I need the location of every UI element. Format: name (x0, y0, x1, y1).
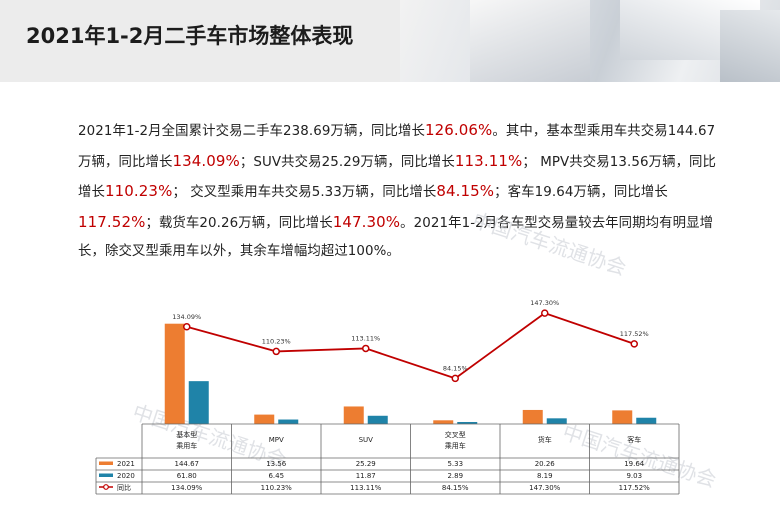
bar-2020 (636, 417, 657, 424)
yoy-line (186, 312, 635, 380)
category-label: 客车 (627, 435, 641, 444)
yoy-data-label: 113.11% (351, 334, 380, 342)
table-cell: 8.19 (537, 472, 553, 480)
legend-label: 2020 (117, 472, 135, 480)
paragraph-text: 。其中，基本型乘用车共交易144.67万辆，同比增长 (78, 124, 716, 170)
yoy-data-label: 117.52% (620, 330, 649, 338)
highlight-value: 84.15% (436, 182, 495, 200)
bar-2020 (546, 418, 567, 424)
table-cell: 19.64 (624, 460, 645, 468)
table-cell: 25.29 (356, 460, 376, 468)
bar-2021 (164, 323, 185, 424)
bar-2021 (433, 420, 454, 424)
category-label: 基本型乘用车 (176, 430, 197, 450)
category-label-line: 乘用车 (176, 441, 197, 450)
header-banner (0, 0, 780, 82)
category-label-line: 乘用车 (445, 441, 466, 450)
header-decoration (400, 0, 780, 82)
table-cell: 147.30% (529, 484, 560, 492)
table-cell: 117.52% (619, 484, 650, 492)
table-cell: 84.15% (442, 484, 469, 492)
category-label-line: 客车 (627, 435, 641, 444)
page-title: 2021年1-2月二手车市场整体表现 (26, 24, 354, 48)
bar-2020 (188, 381, 209, 424)
bar-2021 (343, 406, 364, 424)
bar-2021 (254, 414, 275, 424)
paragraph-text: ；载货车20.26万辆，同比增长 (145, 215, 333, 231)
paragraph-text: ； MPV共交易13.56万辆，同比增长 (78, 154, 717, 201)
category-label: SUV (359, 436, 374, 444)
paragraph-text: 。2021年1-2月各车型交易量较去年同期均有明显增长，除交叉型乘用车以外，其余… (78, 215, 714, 260)
yoy-point (183, 323, 191, 331)
highlight-value: 147.30% (332, 212, 401, 231)
bar-2021 (612, 410, 633, 424)
legend-label: 2021 (117, 460, 135, 468)
highlight-value: 126.06% (424, 121, 493, 139)
chart: 134.09% 110.23% 113.11% 84.15% 147.30% 117.52… (95, 300, 680, 495)
table-cell: 9.03 (626, 472, 642, 480)
bar-2020 (367, 415, 388, 424)
highlight-value: 110.23% (104, 182, 173, 200)
table-cell: 6.45 (268, 472, 284, 480)
category-label: 货车 (538, 435, 552, 444)
bar-2020 (457, 421, 478, 424)
yoy-data-label: 84.15% (443, 364, 468, 372)
paragraph-text: 2021年1-2月全国累计交易二手车238.69万辆，同比增长 (78, 124, 425, 139)
category-label: 交叉型乘用车 (445, 430, 466, 450)
yoy-data-label: 110.23% (262, 337, 291, 345)
yoy-data-label: 147.30% (530, 300, 559, 307)
highlight-value: 113.11% (454, 151, 523, 170)
legend-key-2020 (99, 473, 113, 477)
category-label-line: 交叉型 (445, 430, 466, 439)
table-cell: 134.09% (171, 484, 202, 492)
legend-key-marker (103, 484, 109, 490)
paragraph-text: ；SUV共交易25.29万辆，同比增长 (239, 154, 455, 170)
category-label-line: 基本型 (176, 430, 197, 439)
table-cell: 2.89 (447, 472, 463, 480)
yoy-data-label: 134.09% (172, 313, 201, 321)
category-label-line: MPV (269, 436, 284, 444)
paragraph-text: ；客车19.64万辆，同比增长 (494, 185, 668, 200)
yoy-point (630, 340, 638, 348)
legend-label: 同比 (117, 483, 131, 492)
table-cell: 113.11% (350, 484, 381, 492)
table-cell: 13.56 (266, 460, 287, 468)
highlight-value: 117.52% (78, 212, 146, 231)
paragraph-text: ； 交叉型乘用车共交易5.33万辆，同比增长 (172, 185, 437, 200)
table-cell: 11.87 (356, 472, 376, 480)
yoy-point (362, 344, 370, 353)
category-label-line: 货车 (538, 435, 552, 444)
table-cell: 61.80 (177, 472, 197, 480)
summary-paragraph: 2021年1-2月全国累计交易二手车238.69万辆，同比增长126.06%。其… (78, 116, 718, 267)
category-label: MPV (269, 436, 284, 444)
legend-key-2021 (99, 461, 113, 465)
bar-2020 (278, 419, 299, 424)
table-cell: 20.26 (535, 460, 556, 468)
bar-2021 (522, 409, 543, 424)
table-cell: 5.33 (447, 460, 463, 468)
category-label-line: SUV (359, 436, 374, 444)
highlight-value: 134.09% (172, 151, 240, 170)
yoy-point (272, 347, 280, 356)
table-cell: 110.23% (261, 484, 292, 492)
table-cell: 144.67 (175, 460, 200, 468)
yoy-point (541, 309, 549, 317)
yoy-point (451, 374, 459, 383)
